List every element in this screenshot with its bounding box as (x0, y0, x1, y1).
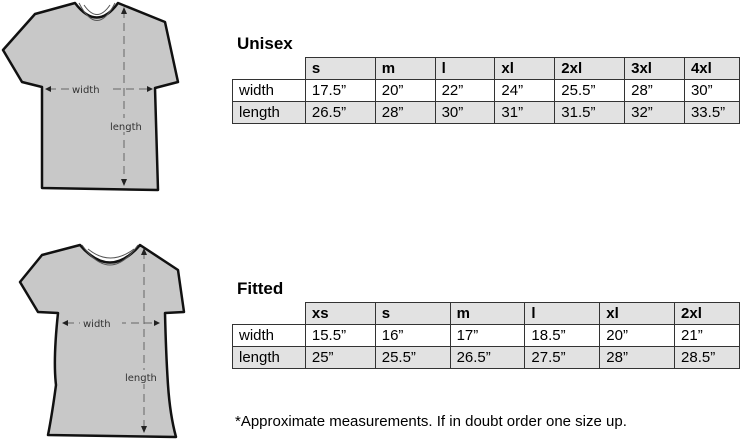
size-header: 2xl (674, 302, 740, 325)
size-header: l (434, 57, 496, 80)
length-label: length (110, 122, 142, 133)
row-label: length (232, 101, 306, 124)
table-row: length 26.5” 28” 30” 31” 31.5” 32” 33.5” (232, 101, 741, 124)
fitted-size-table: xs s m l xl 2xl width 15.5” 16” 17” 18.5… (232, 302, 740, 369)
size-header: xl (599, 302, 676, 325)
table-cell: 17.5” (304, 79, 376, 102)
table-cell: 25” (304, 346, 376, 369)
size-header: xl (494, 57, 556, 80)
unisex-shirt-outline (1, 1, 180, 192)
table-cell: 16” (374, 324, 451, 347)
table-cell: 26.5” (449, 346, 526, 369)
table-cell: 21” (674, 324, 740, 347)
table-cell: 26.5” (304, 101, 376, 124)
width-label: width (83, 319, 111, 330)
unisex-title: Unisex (237, 34, 293, 53)
table-cell: 22” (434, 79, 496, 102)
table-header-row: xs s m l xl 2xl (232, 302, 740, 325)
footnote: *Approximate measurements. If in doubt o… (235, 413, 627, 430)
table-cell: 30” (683, 79, 741, 102)
table-cell: 31” (494, 101, 556, 124)
row-label: length (232, 346, 306, 369)
size-header: 3xl (624, 57, 685, 80)
table-cell: 20” (374, 79, 436, 102)
table-row: width 15.5” 16” 17” 18.5” 20” 21” (232, 324, 740, 347)
table-cell: 25.5” (374, 346, 451, 369)
table-header-row: s m l xl 2xl 3xl 4xl (232, 57, 741, 80)
table-cell: 20” (599, 324, 676, 347)
table-cell: 28.5” (674, 346, 740, 369)
size-header: m (374, 57, 436, 80)
fitted-title: Fitted (237, 279, 284, 298)
table-cell: 27.5” (524, 346, 601, 369)
table-cell: 17” (449, 324, 526, 347)
table-cell: 24” (494, 79, 556, 102)
table-cell: 15.5” (304, 324, 376, 347)
table-row: length 25” 25.5” 26.5” 27.5” 28” 28.5” (232, 346, 740, 369)
length-label: length (125, 373, 157, 384)
size-header: s (304, 57, 376, 80)
size-header: 2xl (554, 57, 626, 80)
unisex-shirt-diagram: width length (1, 1, 180, 192)
size-header: m (449, 302, 526, 325)
table-cell: 28” (624, 79, 685, 102)
table-cell: 33.5” (683, 101, 741, 124)
table-cell: 28” (374, 101, 436, 124)
width-label: width (72, 85, 100, 96)
size-header: 4xl (683, 57, 741, 80)
table-cell: 30” (434, 101, 496, 124)
table-cell: 18.5” (524, 324, 601, 347)
table-cell: 32” (624, 101, 685, 124)
table-cell: 28” (599, 346, 676, 369)
size-header: s (374, 302, 451, 325)
table-row: width 17.5” 20” 22” 24” 25.5” 28” 30” (232, 79, 741, 102)
fitted-shirt-diagram: width length (18, 243, 186, 439)
table-cell: 25.5” (554, 79, 626, 102)
row-label: width (232, 324, 306, 347)
fitted-shirt-outline (18, 243, 186, 439)
unisex-size-table: s m l xl 2xl 3xl 4xl width 17.5” 20” 22”… (232, 57, 741, 124)
size-header: xs (304, 302, 376, 325)
table-cell: 31.5” (554, 101, 626, 124)
size-header: l (524, 302, 601, 325)
row-label: width (232, 79, 306, 102)
